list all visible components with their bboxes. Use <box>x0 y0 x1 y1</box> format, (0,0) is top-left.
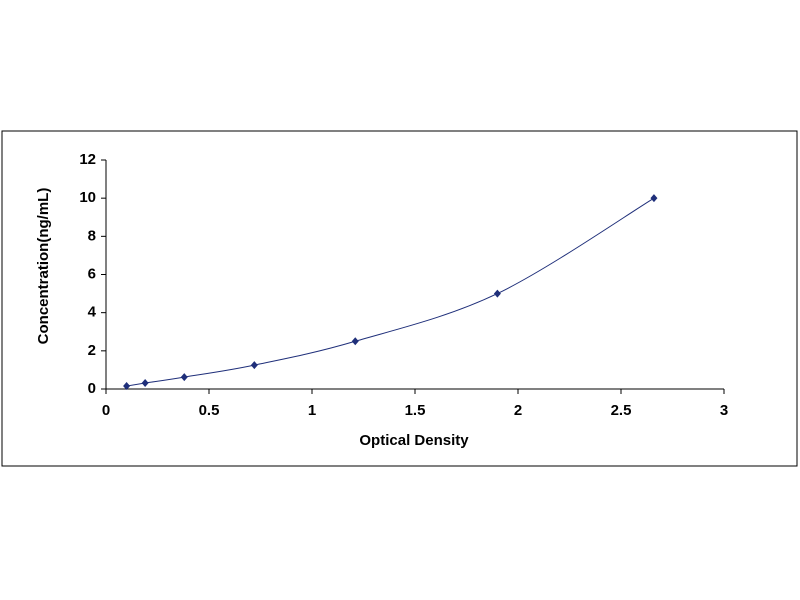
x-tick-label: 1.5 <box>405 402 426 419</box>
x-tick-label: 0.5 <box>199 402 220 419</box>
x-tick-label: 1 <box>308 402 316 419</box>
y-tick-label: 0 <box>88 380 96 397</box>
chart-frame <box>1 130 798 467</box>
y-tick-label: 8 <box>88 227 96 244</box>
x-tick-label: 0 <box>102 402 110 419</box>
x-axis-label: Optical Density <box>359 432 469 449</box>
fit-curve <box>126 197 655 387</box>
x-tick-label: 2 <box>514 402 522 419</box>
x-tick-label: 2.5 <box>611 402 632 419</box>
data-point <box>493 289 501 298</box>
data-point <box>650 194 658 203</box>
data-point <box>351 337 359 346</box>
y-tick-label: 4 <box>88 304 97 321</box>
data-point <box>180 373 188 382</box>
y-tick-label: 10 <box>79 189 96 206</box>
data-point <box>250 361 258 370</box>
data-point <box>141 379 149 388</box>
y-tick-label: 12 <box>79 151 96 168</box>
data-point <box>123 382 131 391</box>
y-tick-label: 2 <box>88 342 96 359</box>
y-tick-label: 6 <box>88 265 96 282</box>
y-axis-label: Concentration(ng/mL) <box>35 188 52 345</box>
x-tick-label: 3 <box>720 402 728 419</box>
